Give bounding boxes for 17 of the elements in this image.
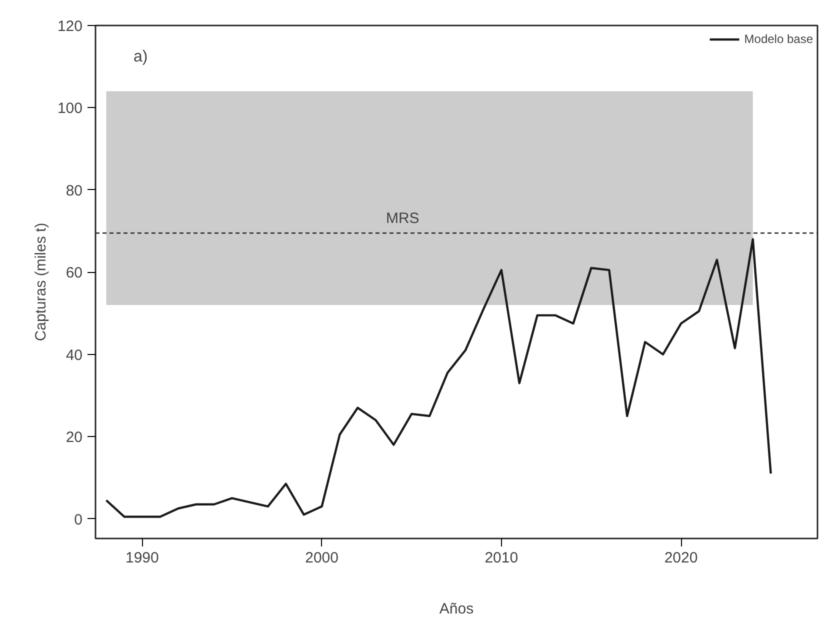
- annotation: a): [134, 48, 148, 66]
- y-tick-label: 40: [66, 346, 83, 364]
- x-tick-label: 2010: [484, 550, 518, 566]
- y-tick-label: 60: [66, 264, 83, 282]
- ref-line-label: MRS: [386, 210, 420, 228]
- y-axis-title: Capturas (miles t): [32, 222, 50, 342]
- y-tick-label: 20: [66, 429, 83, 446]
- line-series: [105, 238, 772, 518]
- x-tick-label: 2020: [664, 550, 698, 566]
- y-tick-label: 120: [57, 18, 83, 35]
- x-tick-label: 1990: [126, 550, 159, 566]
- y-tick-label: 80: [66, 182, 83, 200]
- x-tick-label: 2000: [305, 550, 338, 566]
- x-axis-title: Años: [439, 600, 474, 618]
- y-tick-label: 0: [74, 511, 82, 528]
- y-tick-label: 100: [57, 100, 83, 118]
- legend-label: Modelo base: [744, 32, 813, 46]
